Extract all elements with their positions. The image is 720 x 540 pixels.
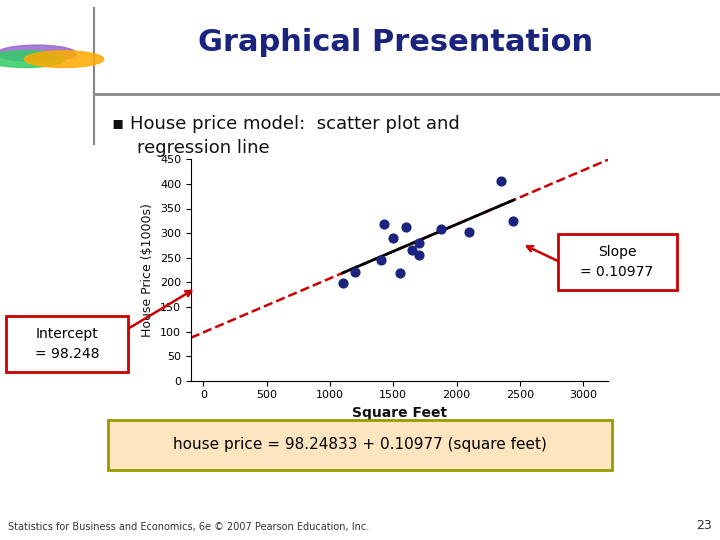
Y-axis label: House Price ($1000s): House Price ($1000s) [141, 203, 154, 337]
Circle shape [24, 51, 104, 68]
Point [407, 246, 418, 255]
Circle shape [0, 45, 76, 62]
Point [413, 239, 424, 248]
FancyBboxPatch shape [108, 420, 612, 470]
Text: 23: 23 [696, 519, 712, 532]
Text: regression line: regression line [137, 139, 269, 157]
Point [375, 256, 387, 265]
Text: ▪ House price model:  scatter plot and: ▪ House price model: scatter plot and [112, 115, 459, 133]
Point [464, 228, 475, 237]
FancyBboxPatch shape [6, 316, 128, 372]
Point [508, 217, 519, 226]
FancyBboxPatch shape [558, 234, 677, 290]
Point [413, 251, 424, 260]
Point [349, 268, 361, 277]
Point [394, 268, 405, 277]
Point [400, 223, 412, 232]
Point [378, 219, 390, 228]
Circle shape [0, 51, 66, 68]
Text: house price = 98.24833 + 0.10977 (square feet): house price = 98.24833 + 0.10977 (square… [173, 437, 547, 453]
Point [435, 225, 446, 233]
Point [337, 279, 348, 287]
X-axis label: Square Feet: Square Feet [352, 406, 447, 420]
Point [495, 177, 507, 186]
Text: Graphical Presentation: Graphical Presentation [199, 28, 593, 57]
Text: Statistics for Business and Economics, 6e © 2007 Pearson Education, Inc.: Statistics for Business and Economics, 6… [8, 522, 369, 532]
Point [387, 234, 399, 242]
Text: Intercept
= 98.248: Intercept = 98.248 [35, 327, 99, 361]
Text: Slope
= 0.10977: Slope = 0.10977 [580, 245, 654, 279]
